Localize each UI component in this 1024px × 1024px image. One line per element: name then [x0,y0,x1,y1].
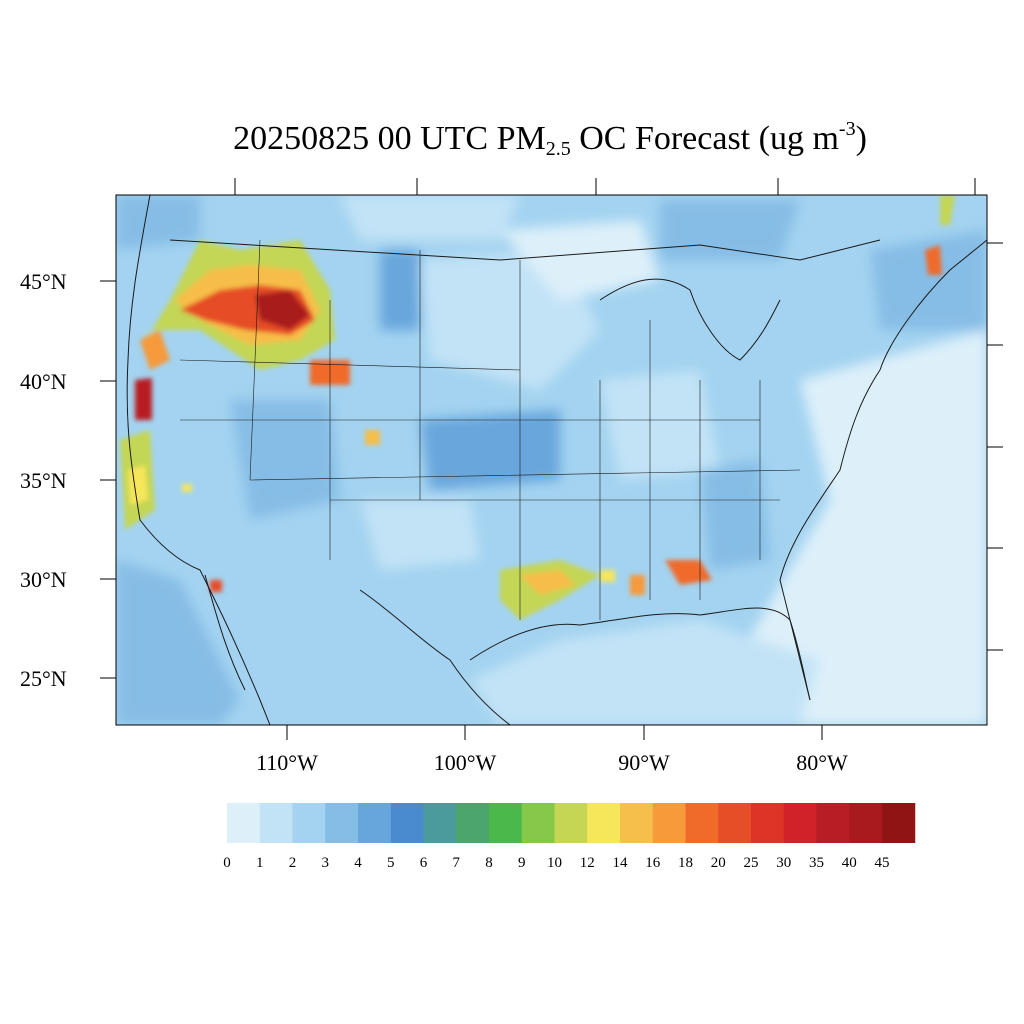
colorbar-swatch [292,803,326,843]
atlantic-coastline [779,239,987,701]
concentration-field [116,195,987,725]
colorbar-swatch [259,803,293,843]
colorbar-swatch [456,803,490,843]
lat-label: 30°N [20,567,67,592]
colorbar-label: 40 [842,855,857,871]
colorbar-swatch [882,803,916,843]
colorbar-label: 7 [453,855,461,871]
colorbar-label: 4 [354,855,362,871]
lon-label: 110°W [256,750,318,775]
colorbar-swatch [718,803,752,843]
colorbar-label: 14 [613,855,629,871]
colorbar-label: 8 [485,855,493,871]
pacific-coastline [126,195,271,725]
colorbar-label: 1 [256,855,264,871]
colorbar-swatch [685,803,719,843]
lat-label: 35°N [20,468,67,493]
lon-label: 80°W [796,750,848,775]
colorbar-label: 3 [322,855,330,871]
colorbar-label: 9 [518,855,526,871]
tick-marks [100,178,1003,740]
gulf-coastline [469,607,811,701]
colorbar-label: 10 [547,855,562,871]
lat-label: 40°N [20,369,67,394]
colorbar-swatch [783,803,817,843]
boundaries [126,195,987,725]
colorbar-swatch [489,803,523,843]
colorbar-swatch [390,803,424,843]
colorbar-label: 0 [223,855,231,871]
background-field [116,195,987,725]
colorbar-label: 12 [580,855,595,871]
colorbar-swatch [358,803,392,843]
colorbar-swatch [325,803,359,843]
colorbar-label: 2 [289,855,297,871]
colorbar-label: 18 [678,855,693,871]
great-lakes [599,278,781,361]
lon-label: 90°W [618,750,670,775]
latitude-labels: 45°N 40°N 35°N 30°N 25°N [20,269,67,691]
lat-label: 45°N [20,269,67,294]
colorbar-swatch [227,803,261,843]
colorbar-swatch [521,803,555,843]
lon-label: 100°W [434,750,497,775]
colorbar-label: 25 [744,855,759,871]
colorbar-swatch [751,803,785,843]
colorbar-swatch [423,803,457,843]
longitude-labels: 110°W 100°W 90°W 80°W [256,750,848,775]
colorbar-swatch [816,803,850,843]
mexico-border [359,589,511,725]
colorbar-label: 16 [645,855,661,871]
colorbar-label: 6 [420,855,428,871]
colorbar-label: 20 [711,855,726,871]
colorbar-swatch [554,803,588,843]
canada-border [169,239,881,261]
map-title: 20250825 00 UTC PM2.5 OC Forecast (ug m-… [233,118,867,160]
colorbar-label: 45 [875,855,890,871]
map-frame [115,194,988,726]
colorbar-swatch [849,803,883,843]
colorbar-swatch [587,803,621,843]
baja-coast [204,574,246,691]
colorbar-swatch [620,803,654,843]
colorbar-swatch [652,803,686,843]
colorbar: 0 1 2 3 4 5 6 7 8 9 10 12 14 16 18 20 25 30 35 40 45 [223,803,916,871]
smoke-plumes [120,195,955,620]
colorbar-label: 30 [776,855,791,871]
colorbar-label: 35 [809,855,824,871]
state-lines [179,239,801,620]
colorbar-label: 5 [387,855,395,871]
lat-label: 25°N [20,666,67,691]
